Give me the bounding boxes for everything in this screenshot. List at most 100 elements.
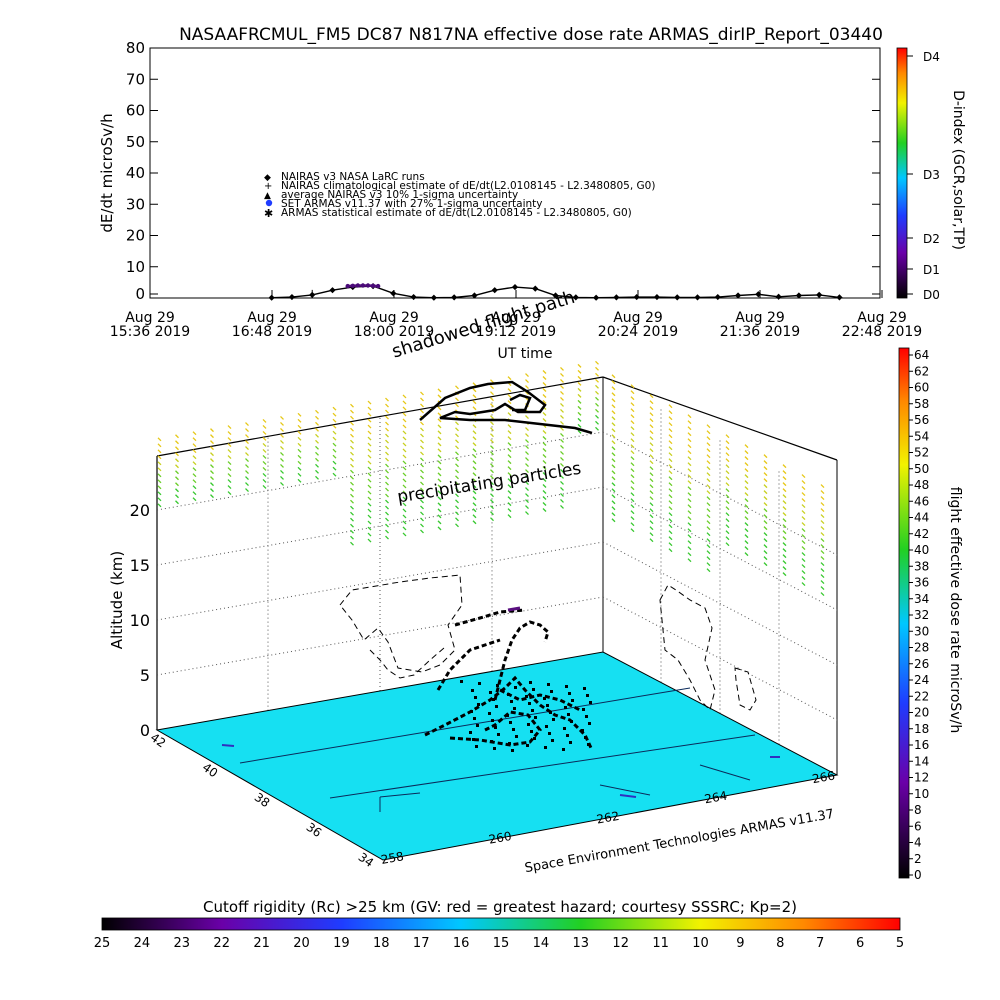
particle-mark bbox=[455, 475, 459, 480]
particle-mark bbox=[763, 460, 768, 465]
particle-mark bbox=[668, 452, 673, 457]
particle-mark bbox=[577, 399, 582, 404]
particle-mark bbox=[455, 481, 459, 486]
particle-mark bbox=[315, 433, 319, 438]
particle-mark bbox=[472, 496, 477, 501]
flight-path-point bbox=[469, 731, 472, 734]
particle-mark bbox=[525, 505, 529, 510]
shadow-path-right-wall bbox=[659, 584, 716, 711]
particle-mark bbox=[297, 460, 302, 465]
particle-mark bbox=[315, 427, 319, 432]
particle-mark bbox=[706, 502, 711, 507]
particle-mark bbox=[668, 470, 673, 475]
particle-mark bbox=[402, 436, 407, 441]
dindex-colorbar bbox=[896, 47, 908, 299]
particle-mark bbox=[687, 534, 692, 539]
particle-mark bbox=[560, 456, 564, 461]
particle-mark bbox=[560, 492, 564, 497]
particle-mark bbox=[630, 462, 635, 467]
particle-mark bbox=[420, 499, 424, 504]
particle-mark bbox=[782, 500, 787, 505]
flight-path-point bbox=[495, 705, 498, 708]
particle-mark bbox=[175, 482, 179, 487]
particle-mark bbox=[192, 479, 197, 484]
particle-mark bbox=[385, 415, 389, 420]
particle-mark bbox=[763, 520, 768, 525]
particle-mark bbox=[595, 384, 599, 389]
particle-mark bbox=[763, 484, 768, 489]
particle-mark bbox=[801, 504, 806, 509]
particle-mark bbox=[385, 505, 389, 510]
dindex-label: D-index (GCR,solar,TP) bbox=[950, 90, 966, 250]
particle-mark bbox=[455, 445, 459, 450]
rc-tick-label: 19 bbox=[333, 936, 350, 951]
particle-mark bbox=[367, 412, 372, 417]
flight-path-point bbox=[513, 707, 516, 710]
particle-mark bbox=[455, 523, 459, 528]
particle-mark bbox=[630, 444, 635, 449]
particle-mark bbox=[801, 480, 806, 485]
particle-mark bbox=[490, 475, 494, 480]
particle-mark bbox=[367, 400, 372, 405]
particle-mark bbox=[611, 398, 616, 403]
flight-path-point bbox=[493, 747, 496, 750]
particle-mark bbox=[630, 528, 635, 533]
particle-mark bbox=[820, 496, 825, 501]
altitude-tick-label: 0 bbox=[140, 721, 150, 740]
particle-mark bbox=[725, 470, 730, 475]
particle-mark bbox=[820, 562, 825, 567]
particle-mark bbox=[649, 532, 654, 537]
particle-mark bbox=[402, 460, 407, 465]
particle-mark bbox=[420, 445, 424, 450]
particle-mark bbox=[782, 482, 787, 487]
particle-mark bbox=[315, 409, 319, 414]
flight-path-point bbox=[549, 711, 552, 714]
particle-mark bbox=[763, 472, 768, 477]
particle-mark bbox=[649, 394, 654, 399]
flight-path-point bbox=[584, 736, 587, 739]
particle-mark bbox=[262, 455, 267, 459]
particle-mark bbox=[542, 460, 547, 464]
particle-mark bbox=[706, 538, 711, 543]
particle-mark bbox=[385, 427, 389, 432]
x-tick-day: Aug 29 bbox=[857, 310, 907, 326]
data-point-nairas bbox=[511, 283, 519, 291]
particle-mark bbox=[227, 443, 232, 448]
particle-mark bbox=[542, 484, 547, 488]
particle-mark bbox=[611, 434, 616, 439]
longitude-tick-label: 262 bbox=[595, 809, 620, 827]
particle-mark bbox=[706, 520, 711, 525]
particle-mark bbox=[157, 485, 162, 490]
particle-mark bbox=[668, 464, 673, 469]
particle-mark bbox=[472, 430, 477, 435]
particle-mark bbox=[385, 523, 389, 528]
particle-mark bbox=[725, 506, 730, 511]
particle-mark bbox=[595, 402, 599, 407]
particle-mark bbox=[630, 492, 635, 497]
particle-mark bbox=[175, 500, 179, 505]
flight-path-point bbox=[497, 733, 500, 736]
dose-tick-label: 44 bbox=[914, 511, 929, 525]
particle-mark bbox=[611, 500, 616, 505]
flight-path-point bbox=[534, 716, 537, 719]
particle-mark bbox=[649, 490, 654, 495]
data-point-armas bbox=[365, 283, 371, 288]
particle-mark bbox=[402, 526, 407, 531]
legend-item-armas-set: SET ARMAS v11.37 with 27% 1-sigma uncert… bbox=[281, 198, 543, 210]
particle-mark bbox=[385, 493, 389, 498]
particle-mark bbox=[210, 434, 214, 439]
particle-mark bbox=[706, 442, 711, 447]
particle-mark bbox=[782, 554, 787, 559]
particle-mark bbox=[649, 454, 654, 459]
particle-mark bbox=[744, 546, 749, 551]
particle-mark bbox=[630, 402, 635, 407]
longitude-tick-label: 258 bbox=[380, 849, 405, 867]
data-point-nairas bbox=[268, 294, 275, 301]
particle-mark bbox=[687, 552, 692, 557]
flight-path-point bbox=[582, 708, 585, 711]
particle-mark bbox=[402, 484, 407, 489]
particle-mark bbox=[472, 466, 477, 471]
particle-mark bbox=[192, 467, 197, 472]
y-tick-label: 10 bbox=[126, 258, 145, 276]
particle-mark bbox=[630, 468, 635, 473]
